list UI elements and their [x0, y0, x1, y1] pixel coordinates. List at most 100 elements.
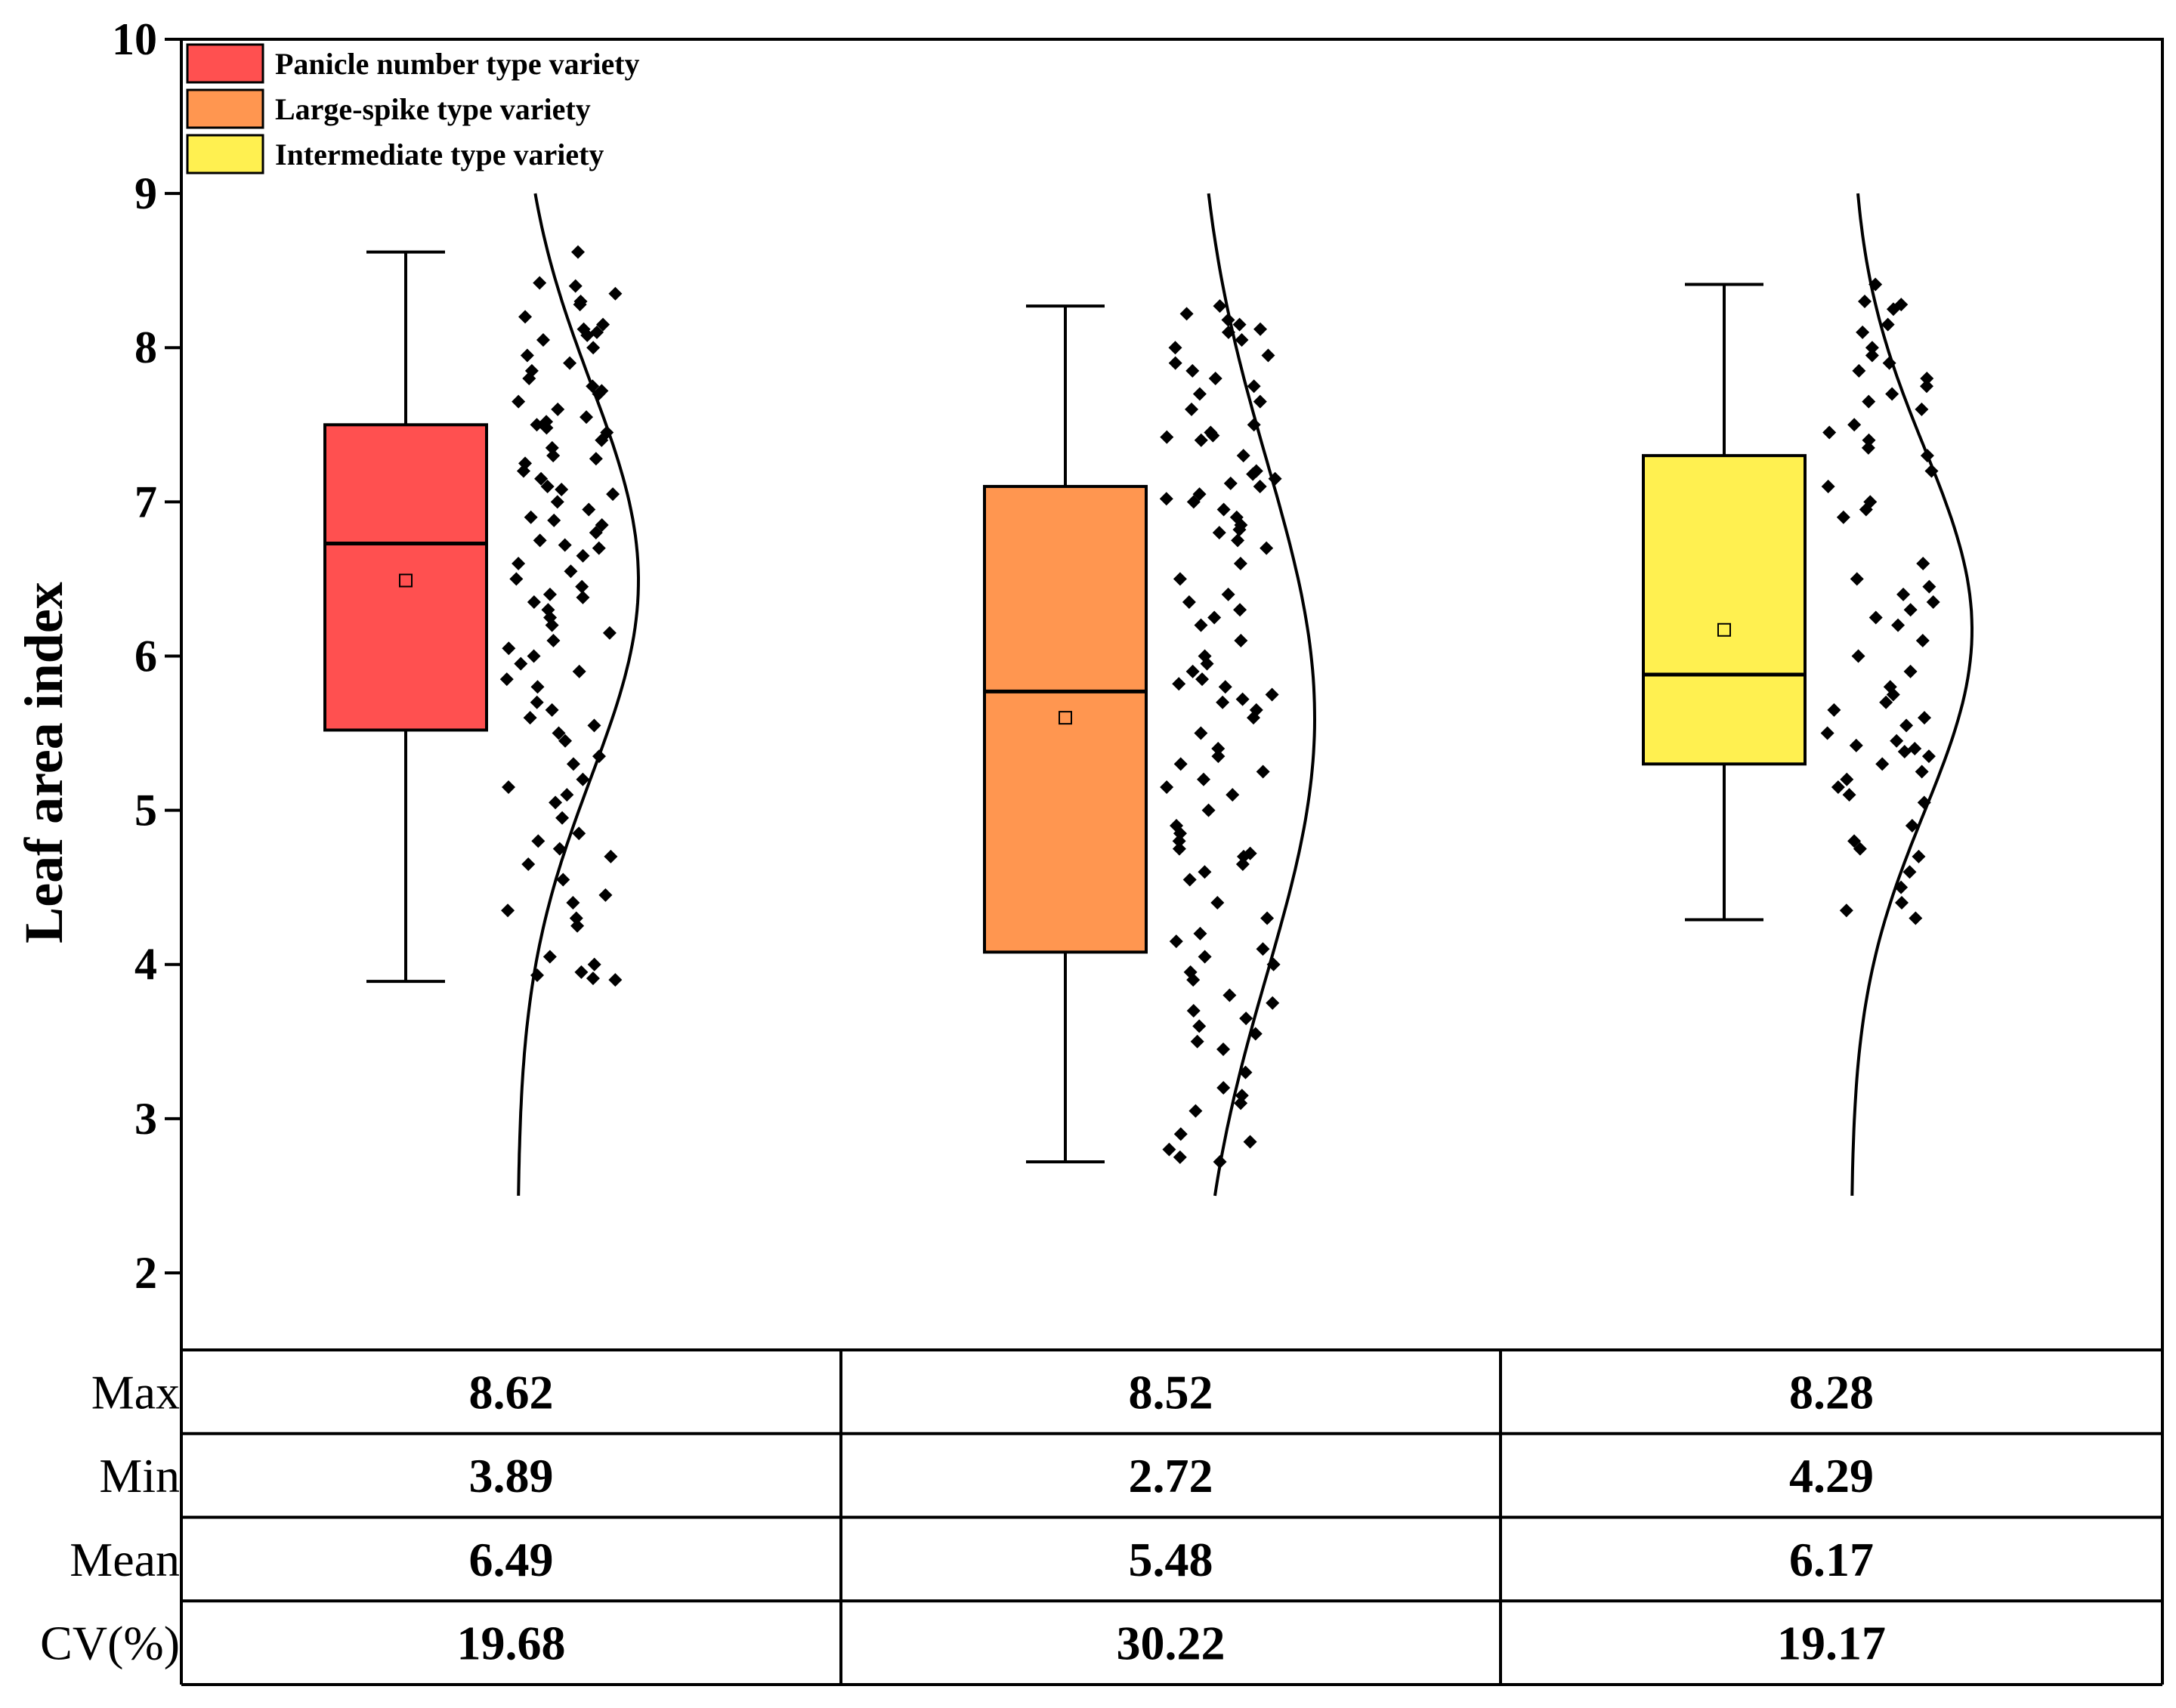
data-point	[1247, 711, 1261, 725]
data-point	[1881, 317, 1895, 332]
data-point	[547, 513, 561, 527]
data-point	[1917, 795, 1931, 810]
legend-label: Panicle number type variety	[275, 47, 640, 81]
data-point	[576, 548, 590, 563]
data-point	[1247, 379, 1261, 394]
data-point	[520, 348, 534, 363]
data-point	[530, 680, 545, 694]
data-point	[1206, 428, 1220, 443]
data-point	[1891, 618, 1906, 632]
mean-marker	[1717, 622, 1731, 637]
data-point	[521, 857, 536, 872]
data-point	[1239, 1012, 1253, 1026]
data-point	[1211, 749, 1226, 764]
data-point	[1896, 587, 1911, 601]
data-point	[1917, 711, 1931, 725]
data-point	[1847, 834, 1862, 848]
table-row-label: Min	[99, 1449, 180, 1503]
data-point	[499, 672, 514, 687]
legend-label: Large-spike type variety	[275, 92, 591, 126]
data-point	[1190, 1034, 1204, 1049]
data-point	[1216, 1081, 1231, 1095]
data-point	[1210, 896, 1225, 910]
data-point	[1213, 299, 1227, 313]
data-point	[586, 971, 600, 986]
data-point	[1188, 1104, 1203, 1118]
data-point	[1912, 849, 1926, 863]
data-point	[1233, 557, 1247, 570]
data-point	[551, 402, 565, 416]
data-point	[1921, 749, 1936, 764]
data-point	[1160, 430, 1174, 444]
table-cell: 19.68	[457, 1617, 566, 1670]
box	[323, 423, 488, 732]
data-point	[1179, 307, 1194, 321]
density-curve	[1207, 193, 1317, 1197]
data-point	[558, 734, 573, 748]
table-cell: 3.89	[469, 1449, 554, 1503]
data-point	[1185, 402, 1199, 416]
table-cell: 5.48	[1129, 1533, 1213, 1586]
data-point	[1237, 849, 1251, 863]
data-point	[1886, 302, 1900, 317]
data-point	[596, 317, 610, 332]
y-tick-label: 7	[134, 477, 157, 527]
y-tick-label: 3	[134, 1094, 157, 1144]
data-point	[1851, 649, 1865, 663]
data-point	[1162, 1142, 1176, 1157]
data-point	[1185, 363, 1200, 378]
data-point	[1885, 387, 1899, 401]
data-point	[1172, 677, 1186, 691]
data-point	[1839, 903, 1853, 918]
data-point	[534, 471, 549, 486]
table-cell: 8.62	[469, 1365, 554, 1419]
data-point	[592, 749, 606, 764]
data-point	[1821, 479, 1835, 493]
data-point	[1822, 425, 1837, 440]
y-tick-label: 5	[134, 786, 157, 835]
data-point	[1213, 1154, 1227, 1169]
data-point	[1920, 449, 1934, 463]
data-point	[587, 957, 601, 971]
data-point	[527, 649, 541, 663]
data-point	[1899, 718, 1914, 733]
data-point	[512, 394, 526, 409]
data-point	[1840, 772, 1854, 786]
data-point	[570, 919, 585, 933]
data-point	[1159, 492, 1173, 506]
data-point	[1236, 449, 1250, 463]
data-point	[598, 888, 613, 902]
data-point	[1268, 471, 1282, 486]
data-point	[592, 541, 606, 555]
data-point	[1857, 295, 1872, 308]
legend-swatch	[186, 134, 264, 175]
data-point	[542, 587, 557, 601]
data-point	[576, 590, 590, 604]
data-point	[1253, 479, 1267, 493]
data-point	[560, 788, 574, 802]
data-point	[1926, 595, 1940, 610]
data-point	[1234, 634, 1248, 648]
data-point	[1186, 495, 1201, 509]
data-point	[602, 625, 617, 640]
data-point	[586, 341, 601, 355]
y-tick-label: 4	[134, 940, 157, 990]
data-point	[1212, 526, 1226, 540]
data-point	[1194, 433, 1208, 447]
y-tick-label: 9	[134, 168, 157, 218]
data-point	[1261, 348, 1275, 363]
data-point	[1909, 911, 1923, 925]
data-point	[563, 356, 577, 370]
data-point	[1266, 996, 1280, 1010]
data-point	[570, 245, 585, 259]
data-point	[1915, 634, 1930, 648]
data-point	[1836, 510, 1850, 524]
data-point	[546, 449, 561, 463]
data-point	[502, 780, 516, 794]
data-point	[550, 495, 564, 509]
data-point	[1192, 387, 1207, 401]
data-point	[555, 483, 569, 497]
data-point	[516, 464, 530, 478]
